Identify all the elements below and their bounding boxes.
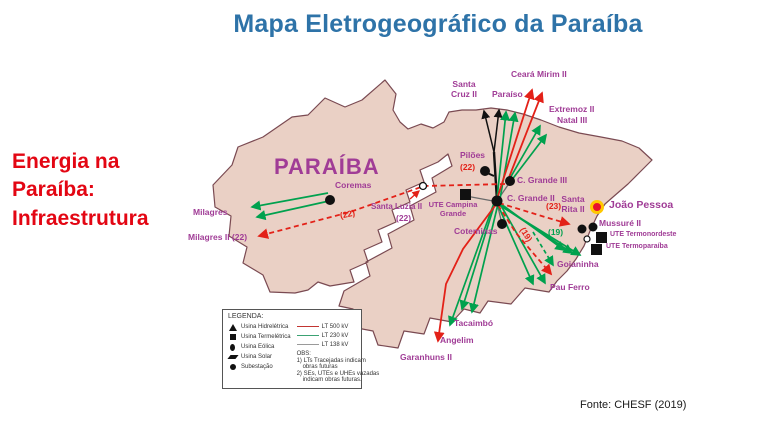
legend-item-lt230: LT 230 kV <box>296 331 380 340</box>
label-santa-rita: Santa Rita II <box>561 194 585 214</box>
thermal-plant-icon <box>229 334 236 340</box>
source-note: Fonte: CHESF (2019) <box>580 399 687 411</box>
legend-obs-line-1: 1) LTs Tracejadas indicam <box>296 357 366 364</box>
lt138-line-sample <box>296 344 319 345</box>
label-piloes: Pilões <box>460 150 486 160</box>
hydro-plant-icon <box>228 323 237 331</box>
substation-campina-grande-ii <box>491 195 503 207</box>
label-ute-campina: UTE Campina Grande <box>428 200 478 218</box>
label-tacaimbo: Tacaimbó <box>454 318 494 328</box>
legend-label-lt500: LT 500 kV <box>321 323 349 330</box>
page-title: Mapa Eletrogeográfico da Paraíba <box>233 10 643 38</box>
label-garanhuns: Garanhuns II <box>400 352 452 362</box>
heading-line-2: Paraíba: <box>12 178 95 202</box>
label-num-23: (23) <box>546 201 562 211</box>
label-paraiba-state: PARAÍBA <box>274 154 380 179</box>
lt-500-lines <box>257 88 571 343</box>
substation-piloes <box>480 166 490 176</box>
lt-230-lines <box>250 110 582 327</box>
legend-item-lt138: LT 138 kV <box>296 340 380 349</box>
label-coremas: Coremas <box>335 180 372 190</box>
substation-open-coast <box>583 235 591 243</box>
legend-item-substation: Subestação <box>228 362 291 372</box>
substation-campina-grande-iii <box>505 176 515 186</box>
legend-lines: LT 500 kV LT 230 kV LT 138 kV OBS: 1) LT… <box>296 322 380 384</box>
label-coteminas: Coteminas <box>454 226 498 236</box>
label-pau-ferro: Pau Ferro <box>550 282 590 292</box>
substation-santa-rita <box>577 224 587 234</box>
legend-obs-line-2: obras futuras <box>302 364 338 371</box>
legend-item-lt500: LT 500 kV <box>296 322 380 331</box>
label-milagres: Milagres <box>193 207 228 217</box>
label-natal: Natal III <box>557 115 588 125</box>
label-ute-termonordeste: UTE Termonordeste <box>610 231 677 238</box>
legend-symbols: Usina Hidrelétrica Usina Termelétrica Us… <box>226 322 291 384</box>
legend-box: LEGENDA: Usina Hidrelétrica Usina Termel… <box>222 309 379 389</box>
label-campina-grande-iii: C. Grande III <box>517 175 568 185</box>
thermal-plant-ute-campina <box>460 189 471 200</box>
legend-label-thermal: Usina Termelétrica <box>241 334 291 340</box>
label-ute-termoparaiba: UTE Termoparaíba <box>606 243 668 250</box>
label-ceara-mirim: Ceará Mirim II <box>511 69 567 79</box>
label-mussure: Mussuré II <box>599 218 642 228</box>
heading-line-3: Infraestrutura <box>12 206 149 230</box>
legend-label-wind: Usina Eólica <box>241 344 275 350</box>
legend-obs-line-3: 2) SEs, UTEs e UHEs vazadas <box>296 370 380 377</box>
substation-icon <box>229 364 236 370</box>
legend-item-thermal: Usina Termelétrica <box>228 332 291 342</box>
label-extremoz: Extremoz II <box>549 104 595 114</box>
substation-mussure <box>588 222 598 232</box>
legend-item-hydro: Usina Hidrelétrica <box>228 322 291 332</box>
label-angelim: Angelim <box>440 335 474 345</box>
legend-label-lt138: LT 138 kV <box>321 341 349 348</box>
left-heading: Energia na Paraíba: Infraestrutura <box>12 148 192 233</box>
legend-obs-title: OBS: <box>296 351 311 357</box>
label-santa-cruz: Santa Cruz II <box>451 79 477 99</box>
label-goianinha: Goianinha <box>557 259 599 269</box>
label-milagres-ii: Milagres II (22) <box>188 232 248 242</box>
legend-title: LEGENDA: <box>228 313 264 320</box>
legend-label-hydro: Usina Hidrelétrica <box>241 324 289 330</box>
label-num-19-green: (19) <box>548 227 564 237</box>
thermal-plant-termoparaiba <box>591 244 602 255</box>
heading-line-1: Energia na <box>12 150 120 173</box>
label-santa-luzia: Santa Luzia II <box>371 202 423 211</box>
label-piloes-num: (22) <box>460 162 476 172</box>
city-joao-pessoa-marker <box>590 200 604 214</box>
legend-label-substation: Subestação <box>241 364 273 370</box>
label-campina-grande-ii: C. Grande II <box>507 193 555 203</box>
thermal-plant-termonordeste <box>596 232 607 243</box>
solar-plant-icon <box>226 355 239 359</box>
legend-label-lt230: LT 230 kV <box>321 332 349 339</box>
legend-item-wind: Usina Eólica <box>228 342 291 352</box>
label-santa-luzia-num: (22) <box>396 213 412 223</box>
substation-coremas <box>325 195 335 205</box>
legend-item-solar: Usina Solar <box>226 352 291 362</box>
substation-coteminas <box>497 219 507 229</box>
legend-label-solar: Usina Solar <box>241 354 273 360</box>
label-paraiso: Paraíso <box>492 89 523 99</box>
lt230-line-sample <box>296 335 319 336</box>
substation-santa-luzia-open <box>418 181 428 191</box>
wind-plant-icon <box>230 343 235 351</box>
label-joao-pessoa: João Pessoa <box>609 199 674 211</box>
station-markers <box>325 166 607 255</box>
legend-obs-line-4: indicam obras futuras. <box>302 377 362 384</box>
lt500-line-sample <box>296 326 319 327</box>
legend-obs: OBS: 1) LTs Tracejadas indicam obras fut… <box>297 351 380 384</box>
